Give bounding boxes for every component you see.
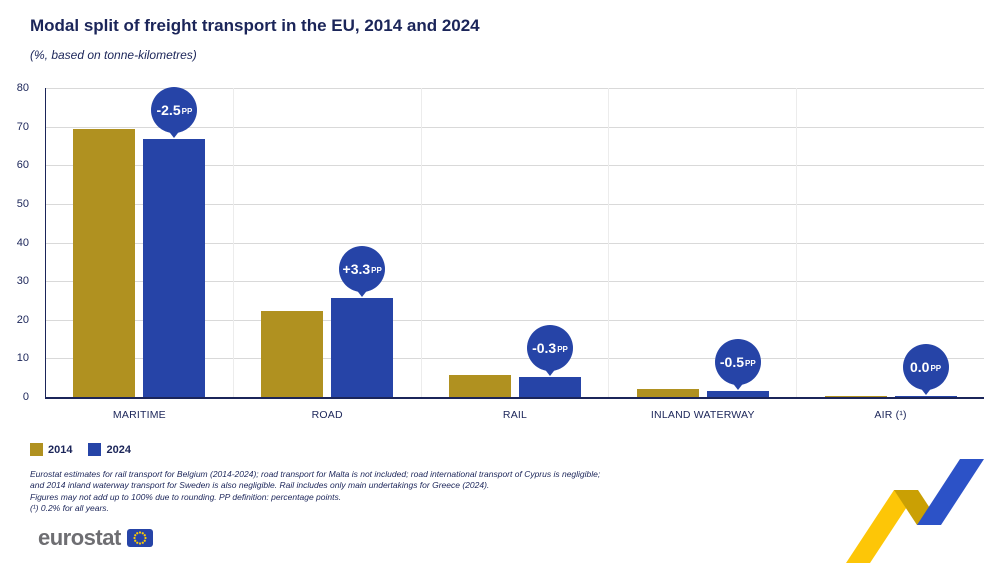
change-unit: PP: [745, 359, 756, 369]
category-group: +3.3 PP ROAD: [234, 88, 422, 421]
eurostat-logo-text: eurostat: [38, 525, 121, 550]
legend-item-2014: 2014: [30, 443, 72, 456]
change-balloon: -0.3 PP: [526, 324, 573, 371]
bar-2024: [894, 396, 957, 397]
y-tick-label: 70: [16, 120, 29, 133]
category-group: -0.3 PP RAIL: [422, 88, 610, 421]
footnotes: Eurostat estimates for rail transport fo…: [30, 469, 600, 515]
bar-2014: [73, 128, 136, 397]
category-label: ROAD: [311, 409, 343, 421]
eu-flag-icon: [126, 529, 153, 547]
y-tick-label: 50: [16, 197, 29, 210]
change-unit: PP: [181, 106, 193, 116]
legend-label-2014: 2014: [48, 443, 73, 456]
y-tick-label: 60: [16, 159, 29, 172]
gridline: [46, 358, 984, 360]
bar-2014: [636, 389, 699, 397]
footnote-line: Figures may not add up to 100% due to ro…: [30, 491, 342, 502]
bar-2024: [143, 138, 206, 397]
change-balloon: -0.5 PP: [714, 339, 761, 386]
bar-pair: [824, 88, 957, 397]
y-axis: 0 10 20 30 40 50 60 70 80: [0, 82, 37, 403]
footnote-line: Eurostat estimates for rail transport fo…: [30, 469, 601, 479]
category-label: RAIL: [502, 409, 528, 421]
legend: 2014 2024: [30, 443, 131, 456]
category-label: INLAND WATERWAY: [650, 409, 755, 421]
y-tick-label: 0: [22, 391, 29, 403]
category-group: -2.5 PP MARITIME: [46, 86, 234, 421]
bar-pair: [73, 88, 206, 397]
change-balloon: -2.5 PP: [151, 86, 198, 133]
category-label: MARITIME: [112, 409, 166, 421]
change-balloon: +3.3 PP: [339, 246, 386, 293]
y-tick-label: 80: [16, 82, 29, 94]
bar-2024: [706, 391, 769, 397]
category-group: -0.5 PP INLAND WATERWAY: [609, 88, 798, 421]
category-group: 0.0 PP AIR (¹): [797, 88, 984, 421]
legend-label-2024: 2024: [106, 443, 131, 456]
y-tick-label: 10: [16, 352, 29, 365]
bar-pair: [636, 88, 769, 397]
bar-2014: [448, 375, 511, 397]
bar-2014: [824, 396, 887, 397]
gridline: [46, 165, 984, 167]
footnote-line: and 2014 inland waterway transport for S…: [30, 480, 490, 491]
legend-item-2024: 2024: [88, 443, 131, 456]
change-unit: PP: [557, 344, 568, 354]
chart-title: Modal split of freight transport in the …: [30, 16, 480, 35]
decoration-ribbon-icon: [846, 459, 984, 563]
bar-2024: [331, 298, 394, 397]
bar-groups: -2.5 PP MARITIME +3.3 PP ROAD -0.3 PP RAIL -0.5 PP…: [46, 86, 984, 421]
change-value: 0.0: [910, 359, 930, 376]
gridline: [46, 88, 984, 89]
change-value: +3.3: [342, 261, 371, 278]
change-value: -0.3: [532, 339, 557, 356]
bar-2024: [518, 376, 581, 397]
bar-pair: [448, 88, 581, 397]
y-tick-label: 30: [16, 275, 29, 288]
y-tick-label: 20: [16, 313, 29, 326]
bar-2014: [261, 310, 324, 397]
plot-area: -2.5 PP MARITIME +3.3 PP ROAD -0.3 PP RAIL -0.5 PP…: [45, 86, 984, 421]
change-value: -2.5: [156, 101, 181, 118]
legend-swatch-2014: [30, 443, 43, 456]
gridline: [46, 281, 984, 283]
gridline: [46, 203, 984, 205]
category-label: AIR (¹): [874, 409, 907, 421]
footnote-line: (¹) 0.2% for all years.: [30, 503, 109, 514]
change-unit: PP: [930, 364, 942, 374]
eurostat-logo: eurostat: [38, 525, 153, 551]
change-balloon: 0.0 PP: [902, 344, 949, 391]
change-value: -0.5: [719, 354, 744, 371]
gridline: [46, 319, 984, 321]
chart-subtitle: (%, based on tonne-kilometres): [30, 48, 197, 62]
legend-swatch-2024: [88, 443, 102, 456]
change-unit: PP: [371, 266, 382, 276]
gridline: [46, 242, 984, 244]
bar-pair: [261, 88, 394, 397]
y-tick-label: 40: [16, 236, 29, 249]
gridline: [46, 126, 984, 128]
